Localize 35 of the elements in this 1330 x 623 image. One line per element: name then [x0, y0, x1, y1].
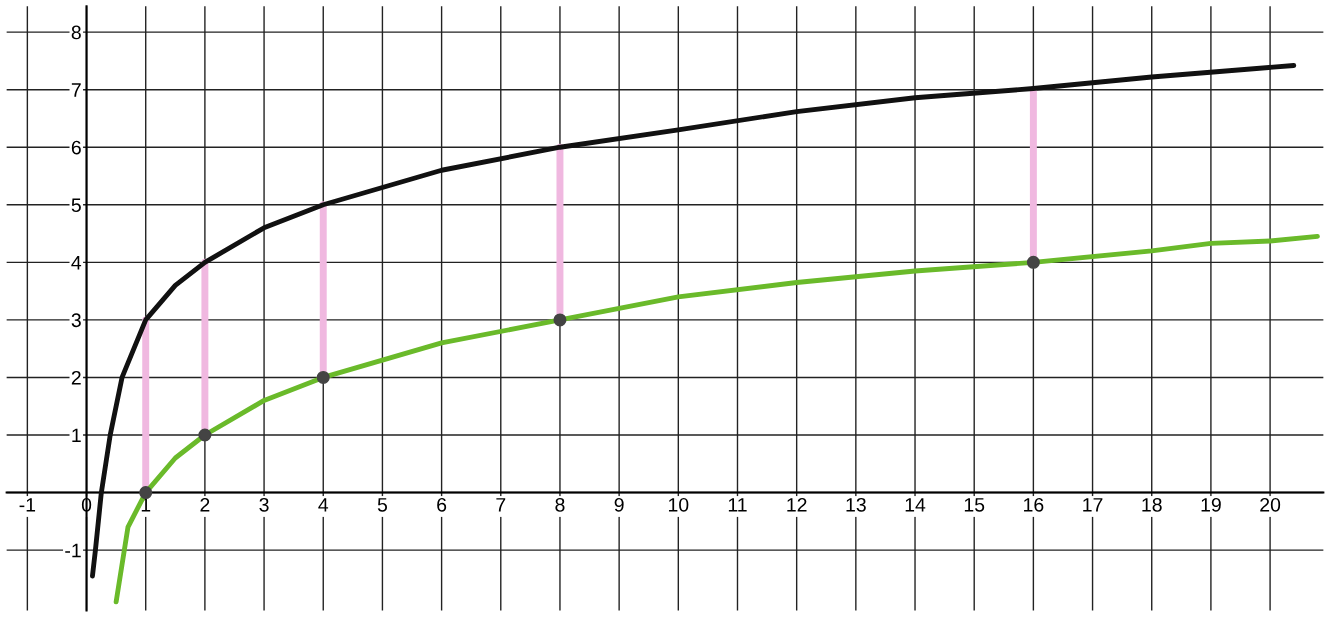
x-tick-label: 3	[259, 497, 269, 512]
x-tick-label: 18	[1142, 497, 1162, 512]
y-tick-label: 1	[72, 428, 81, 443]
x-tick-label: 17	[1083, 498, 1103, 512]
x-tick-label: 8	[555, 497, 565, 512]
line-series	[90, 63, 1297, 579]
point	[553, 313, 567, 327]
x-tick-label: 12	[787, 497, 807, 512]
x-tick-label: 9	[614, 497, 624, 512]
y-tick-label: 3	[71, 313, 81, 328]
point	[1026, 255, 1040, 269]
y-tick-label: 2	[71, 370, 81, 385]
y-tick-label: 4	[71, 256, 82, 270]
point	[198, 428, 212, 442]
x-tick-label: 2	[200, 497, 210, 512]
x-tick-label: 20	[1260, 497, 1281, 512]
x-tick-label: 19	[1201, 497, 1221, 512]
x-tick-label: 13	[846, 497, 866, 512]
x-tick-label: 4	[318, 498, 329, 512]
x-tick-label: 16	[1024, 497, 1044, 512]
x-tick-label: 10	[668, 497, 689, 512]
point	[316, 370, 330, 384]
y-tick-label: -1	[65, 543, 81, 558]
x-tick-label: 7	[496, 498, 506, 512]
line-series	[113, 234, 1320, 605]
y-tick-label: 6	[71, 140, 81, 155]
x-tick-label: 14	[905, 498, 926, 512]
x-tick-label: -1	[19, 498, 36, 512]
y-tick-label: 5	[71, 198, 81, 213]
x-tick-label: 15	[964, 498, 985, 512]
y-tick-label: 8	[71, 25, 81, 40]
x-tick-label: 6	[437, 497, 447, 512]
x-tick-label: 5	[377, 498, 388, 512]
x-tick-label: 11	[728, 498, 747, 512]
y-tick-label: 7	[71, 83, 81, 97]
